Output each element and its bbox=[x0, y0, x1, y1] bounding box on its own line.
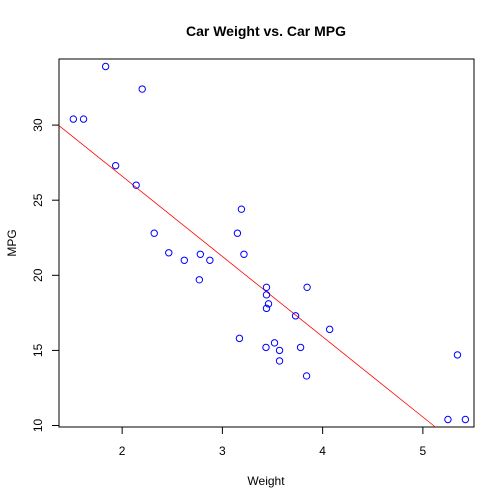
data-point bbox=[165, 249, 173, 257]
data-points bbox=[69, 62, 470, 424]
data-point bbox=[444, 415, 452, 424]
data-point bbox=[291, 312, 300, 320]
regression-line-group bbox=[58, 125, 436, 428]
data-point bbox=[237, 205, 246, 213]
y-axis: 10 15 20 25 30 bbox=[31, 118, 60, 433]
data-point bbox=[262, 283, 271, 292]
data-point bbox=[196, 250, 205, 258]
data-point bbox=[461, 415, 470, 424]
x-axis-label: Weight bbox=[247, 474, 285, 488]
y-tick-label: 10 bbox=[31, 419, 45, 433]
y-tick-label: 30 bbox=[31, 118, 45, 132]
data-point bbox=[262, 343, 270, 352]
data-point bbox=[262, 291, 271, 299]
data-point bbox=[302, 372, 311, 380]
y-tick-label: 25 bbox=[31, 193, 45, 207]
data-point bbox=[275, 346, 284, 355]
data-point bbox=[150, 229, 158, 237]
y-tick-label: 15 bbox=[31, 343, 45, 357]
data-point bbox=[138, 85, 146, 93]
y-tick-label: 20 bbox=[31, 268, 45, 282]
x-tick-label: 4 bbox=[319, 444, 326, 458]
data-point bbox=[240, 250, 248, 258]
x-tick-label: 5 bbox=[420, 444, 427, 458]
data-point bbox=[270, 339, 279, 347]
data-point bbox=[325, 325, 334, 334]
data-point bbox=[79, 115, 88, 123]
data-point bbox=[235, 334, 244, 343]
data-point bbox=[111, 161, 120, 170]
plot-frame bbox=[58, 58, 475, 428]
data-point bbox=[275, 357, 284, 365]
data-point bbox=[262, 304, 271, 313]
x-tick-label: 3 bbox=[219, 444, 226, 458]
data-point bbox=[233, 229, 242, 237]
data-point bbox=[132, 181, 140, 189]
data-point bbox=[303, 283, 311, 292]
y-axis-label: MPG bbox=[5, 229, 19, 256]
x-axis: 2 3 4 5 bbox=[119, 426, 427, 458]
data-point bbox=[453, 351, 462, 359]
data-point bbox=[264, 300, 273, 308]
data-point bbox=[206, 256, 214, 264]
chart-title: Car Weight vs. Car MPG bbox=[186, 23, 346, 39]
data-point bbox=[69, 115, 78, 123]
data-point bbox=[296, 343, 305, 352]
data-point bbox=[101, 62, 110, 71]
data-point bbox=[180, 256, 189, 264]
x-tick-label: 2 bbox=[119, 444, 126, 458]
data-point bbox=[195, 276, 204, 284]
regression-line bbox=[58, 125, 436, 428]
